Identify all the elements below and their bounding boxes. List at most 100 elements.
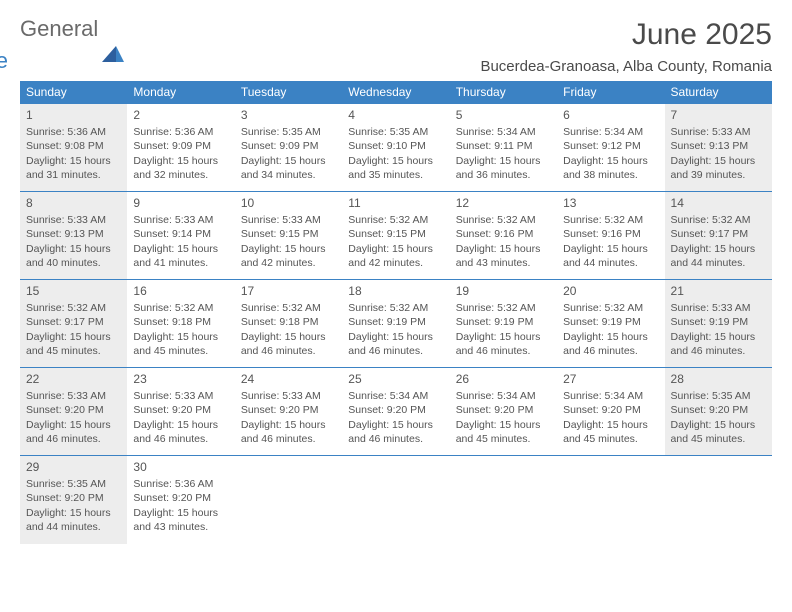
sunset-text: Sunset: 9:20 PM	[348, 403, 443, 417]
calendar-day: 13Sunrise: 5:32 AMSunset: 9:16 PMDayligh…	[557, 192, 664, 280]
calendar-day: 24Sunrise: 5:33 AMSunset: 9:20 PMDayligh…	[235, 368, 342, 456]
daylight-text: Daylight: 15 hours and 46 minutes.	[241, 418, 336, 446]
calendar-head: SundayMondayTuesdayWednesdayThursdayFrid…	[20, 81, 772, 104]
day-number: 6	[563, 107, 658, 123]
day-number: 19	[456, 283, 551, 299]
sunset-text: Sunset: 9:17 PM	[671, 227, 766, 241]
day-number: 3	[241, 107, 336, 123]
day-number: 21	[671, 283, 766, 299]
daylight-text: Daylight: 15 hours and 38 minutes.	[563, 154, 658, 182]
calendar-day: 5 Sunrise: 5:34 AMSunset: 9:11 PMDaylight…	[450, 104, 557, 192]
daylight-text: Daylight: 15 hours and 45 minutes.	[133, 330, 228, 358]
calendar-day: 22Sunrise: 5:33 AMSunset: 9:20 PMDayligh…	[20, 368, 127, 456]
calendar-day: 23Sunrise: 5:33 AMSunset: 9:20 PMDayligh…	[127, 368, 234, 456]
day-number: 23	[133, 371, 228, 387]
sunrise-text: Sunrise: 5:32 AM	[133, 301, 228, 315]
sunset-text: Sunset: 9:15 PM	[241, 227, 336, 241]
calendar-week: 15Sunrise: 5:32 AMSunset: 9:17 PMDayligh…	[20, 280, 772, 368]
day-number: 16	[133, 283, 228, 299]
day-header: Thursday	[450, 81, 557, 104]
calendar-day: 17Sunrise: 5:32 AMSunset: 9:18 PMDayligh…	[235, 280, 342, 368]
calendar-day	[235, 456, 342, 544]
daylight-text: Daylight: 15 hours and 40 minutes.	[26, 242, 121, 270]
daylight-text: Daylight: 15 hours and 36 minutes.	[456, 154, 551, 182]
calendar-day: 10Sunrise: 5:33 AMSunset: 9:15 PMDayligh…	[235, 192, 342, 280]
day-number: 25	[348, 371, 443, 387]
calendar-week: 29Sunrise: 5:35 AMSunset: 9:20 PMDayligh…	[20, 456, 772, 544]
sunset-text: Sunset: 9:19 PM	[671, 315, 766, 329]
calendar-day: 8Sunrise: 5:33 AMSunset: 9:13 PMDaylight…	[20, 192, 127, 280]
title-block: June 2025 Bucerdea-Granoasa, Alba County…	[480, 18, 772, 75]
day-number: 29	[26, 459, 121, 475]
daylight-text: Daylight: 15 hours and 39 minutes.	[671, 154, 766, 182]
calendar-day: 11Sunrise: 5:32 AMSunset: 9:15 PMDayligh…	[342, 192, 449, 280]
header: General Blue June 2025 Bucerdea-Granoasa…	[20, 18, 772, 75]
calendar-day: 18Sunrise: 5:32 AMSunset: 9:19 PMDayligh…	[342, 280, 449, 368]
calendar-day: 1Sunrise: 5:36 AMSunset: 9:08 PMDaylight…	[20, 104, 127, 192]
sunset-text: Sunset: 9:20 PM	[26, 491, 121, 505]
sunrise-text: Sunrise: 5:35 AM	[26, 477, 121, 491]
calendar-day: 4Sunrise: 5:35 AMSunset: 9:10 PMDaylight…	[342, 104, 449, 192]
sunset-text: Sunset: 9:18 PM	[241, 315, 336, 329]
sunset-text: Sunset: 9:16 PM	[563, 227, 658, 241]
sunrise-text: Sunrise: 5:32 AM	[563, 301, 658, 315]
calendar-day: 25Sunrise: 5:34 AMSunset: 9:20 PMDayligh…	[342, 368, 449, 456]
daylight-text: Daylight: 15 hours and 44 minutes.	[671, 242, 766, 270]
calendar-day	[450, 456, 557, 544]
sunset-text: Sunset: 9:20 PM	[133, 403, 228, 417]
daylight-text: Daylight: 15 hours and 44 minutes.	[26, 506, 121, 534]
daylight-text: Daylight: 15 hours and 43 minutes.	[456, 242, 551, 270]
daylight-text: Daylight: 15 hours and 35 minutes.	[348, 154, 443, 182]
sunset-text: Sunset: 9:18 PM	[133, 315, 228, 329]
calendar-day: 28Sunrise: 5:35 AMSunset: 9:20 PMDayligh…	[665, 368, 772, 456]
sunrise-text: Sunrise: 5:33 AM	[133, 389, 228, 403]
sunrise-text: Sunrise: 5:32 AM	[456, 213, 551, 227]
calendar-day	[665, 456, 772, 544]
logo: General Blue	[20, 18, 124, 62]
daylight-text: Daylight: 15 hours and 31 minutes.	[26, 154, 121, 182]
sunset-text: Sunset: 9:19 PM	[563, 315, 658, 329]
calendar-day: 12Sunrise: 5:32 AMSunset: 9:16 PMDayligh…	[450, 192, 557, 280]
sunset-text: Sunset: 9:15 PM	[348, 227, 443, 241]
day-header-row: SundayMondayTuesdayWednesdayThursdayFrid…	[20, 81, 772, 104]
day-number: 12	[456, 195, 551, 211]
sunrise-text: Sunrise: 5:33 AM	[671, 125, 766, 139]
daylight-text: Daylight: 15 hours and 42 minutes.	[241, 242, 336, 270]
sunset-text: Sunset: 9:19 PM	[456, 315, 551, 329]
calendar-table: SundayMondayTuesdayWednesdayThursdayFrid…	[20, 81, 772, 544]
calendar-week: 8Sunrise: 5:33 AMSunset: 9:13 PMDaylight…	[20, 192, 772, 280]
daylight-text: Daylight: 15 hours and 46 minutes.	[671, 330, 766, 358]
calendar-day: 2Sunrise: 5:36 AMSunset: 9:09 PMDaylight…	[127, 104, 234, 192]
daylight-text: Daylight: 15 hours and 43 minutes.	[133, 506, 228, 534]
location: Bucerdea-Granoasa, Alba County, Romania	[480, 58, 772, 75]
calendar-day: 20Sunrise: 5:32 AMSunset: 9:19 PMDayligh…	[557, 280, 664, 368]
day-number: 5	[456, 107, 551, 123]
day-number: 4	[348, 107, 443, 123]
month-title: June 2025	[480, 18, 772, 52]
sunset-text: Sunset: 9:11 PM	[456, 139, 551, 153]
sunrise-text: Sunrise: 5:34 AM	[563, 125, 658, 139]
sunrise-text: Sunrise: 5:34 AM	[456, 125, 551, 139]
day-number: 11	[348, 195, 443, 211]
sunrise-text: Sunrise: 5:32 AM	[563, 213, 658, 227]
day-header: Wednesday	[342, 81, 449, 104]
calendar-day: 9Sunrise: 5:33 AMSunset: 9:14 PMDaylight…	[127, 192, 234, 280]
sunrise-text: Sunrise: 5:33 AM	[26, 213, 121, 227]
day-number: 13	[563, 195, 658, 211]
calendar-day: 27Sunrise: 5:34 AMSunset: 9:20 PMDayligh…	[557, 368, 664, 456]
logo-text-general: General	[20, 18, 98, 40]
sunrise-text: Sunrise: 5:35 AM	[671, 389, 766, 403]
calendar-day: 14Sunrise: 5:32 AMSunset: 9:17 PMDayligh…	[665, 192, 772, 280]
day-header: Sunday	[20, 81, 127, 104]
day-header: Saturday	[665, 81, 772, 104]
daylight-text: Daylight: 15 hours and 45 minutes.	[26, 330, 121, 358]
day-number: 27	[563, 371, 658, 387]
calendar-day: 7Sunrise: 5:33 AMSunset: 9:13 PMDaylight…	[665, 104, 772, 192]
sunset-text: Sunset: 9:20 PM	[671, 403, 766, 417]
calendar-day: 19Sunrise: 5:32 AMSunset: 9:19 PMDayligh…	[450, 280, 557, 368]
daylight-text: Daylight: 15 hours and 34 minutes.	[241, 154, 336, 182]
calendar-week: 1Sunrise: 5:36 AMSunset: 9:08 PMDaylight…	[20, 104, 772, 192]
calendar-day: 26Sunrise: 5:34 AMSunset: 9:20 PMDayligh…	[450, 368, 557, 456]
sunset-text: Sunset: 9:17 PM	[26, 315, 121, 329]
logo-text-stack: General Blue	[20, 18, 98, 62]
